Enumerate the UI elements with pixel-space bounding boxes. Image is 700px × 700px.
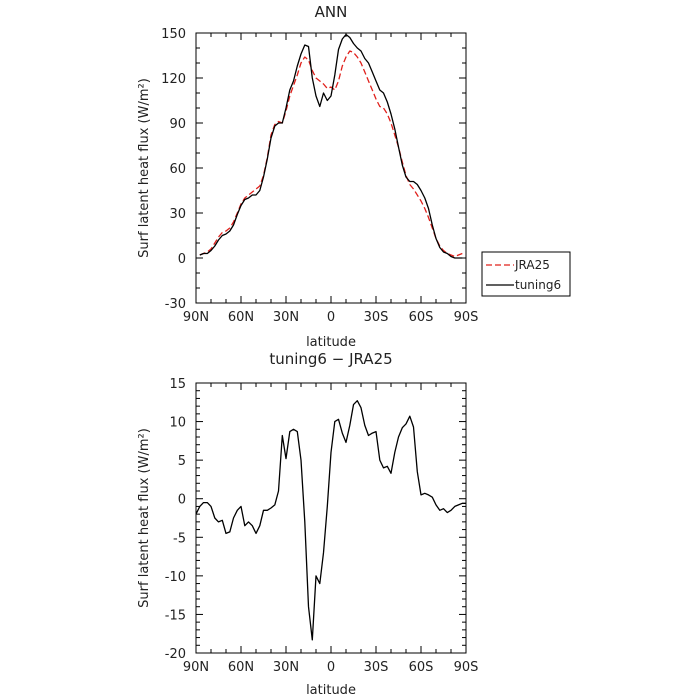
x-tick-label: 90N: [183, 660, 209, 675]
y-tick-label: 150: [161, 27, 186, 42]
x-tick-label: 30N: [273, 660, 299, 675]
y-tick-label: 90: [169, 117, 186, 132]
legend-box: [481, 251, 571, 297]
series-line-jra25: [199, 50, 463, 258]
y-tick-label: -10: [165, 570, 186, 585]
x-tick-label: 90S: [454, 310, 479, 325]
y-tick-label: 15: [169, 377, 186, 392]
x-tick-label: 60N: [228, 660, 254, 675]
y-tick-label: -20: [165, 647, 186, 662]
x-tick-label: 60S: [409, 660, 434, 675]
x-tick-label: 30N: [273, 310, 299, 325]
x-axis-title: latitude: [306, 335, 356, 350]
x-tick-label: 60S: [409, 310, 434, 325]
y-axis-title: Surf latent heat flux (W/m²): [137, 428, 152, 608]
series-line-difference: [195, 400, 466, 641]
y-tick-label: 10: [169, 416, 186, 431]
y-tick-label: -15: [165, 608, 186, 623]
legend-label: JRA25: [514, 258, 550, 272]
legend: JRA25 tuning6: [481, 251, 571, 297]
chart-title: ANN: [315, 3, 348, 21]
y-tick-label: -30: [165, 297, 186, 312]
legend-label: tuning6: [515, 278, 561, 292]
y-tick-label: 60: [169, 162, 186, 177]
x-tick-label: 0: [327, 660, 335, 675]
x-axis-title: latitude: [306, 683, 356, 698]
x-tick-label: 60N: [228, 310, 254, 325]
chart-panel-1: ANN 90N 60N 30N 0 30S 60S 90S -30 0 30 60 90 120 150 la…: [137, 3, 571, 350]
series-line-tuning6: [199, 33, 463, 259]
x-tick-label: 30S: [364, 660, 389, 675]
y-tick-label: -5: [173, 531, 186, 546]
plot-frame: [195, 382, 467, 654]
chart-panel-2: tuning6 − JRA25 90N 60N 30N 0 30S 60S 90S -20 -15…: [137, 350, 478, 698]
x-tick-label: 90N: [183, 310, 209, 325]
plot-frame: [195, 32, 467, 304]
x-tick-label: 0: [327, 310, 335, 325]
x-tick-label: 30S: [364, 310, 389, 325]
y-tick-label: 0: [178, 252, 186, 267]
y-tick-label: 5: [178, 454, 186, 469]
y-tick-label: 30: [169, 207, 186, 222]
y-tick-label: 120: [161, 72, 186, 87]
y-axis-title: Surf latent heat flux (W/m²): [137, 78, 152, 258]
chart-title: tuning6 − JRA25: [269, 350, 392, 368]
x-tick-label: 90S: [454, 660, 479, 675]
y-tick-label: 0: [178, 493, 186, 508]
